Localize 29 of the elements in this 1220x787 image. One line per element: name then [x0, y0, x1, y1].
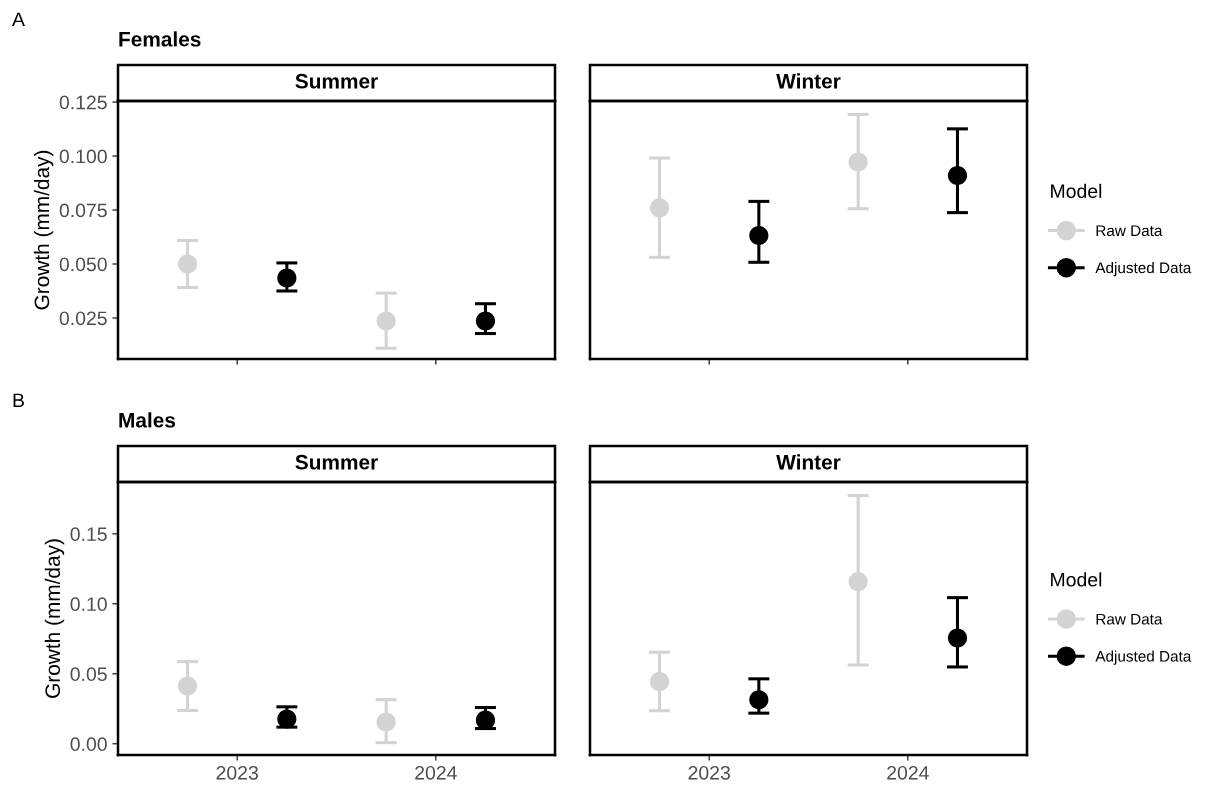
legend-label: Adjusted Data [1095, 650, 1192, 665]
chart-title: Winter [776, 73, 841, 89]
y-tick-label: 0.100 [59, 149, 107, 164]
text: Males [119, 412, 176, 428]
y-tick-label: 0.025 [59, 311, 107, 326]
y-tick-label: 0.125 [59, 95, 107, 110]
y-axis-title: Growth (mm/day) [44, 539, 65, 698]
legend-label: Raw Data [1096, 225, 1163, 237]
legend-label: Adjusted Data [1095, 261, 1192, 277]
text: A [12, 12, 25, 27]
y-tick-label: 0.15 [70, 527, 107, 542]
y-axis-title: Growth (mm/day) [33, 150, 54, 310]
text: Females [119, 31, 201, 47]
y-tick-label: 0.050 [59, 257, 107, 272]
y-tick-label: 0.075 [59, 203, 107, 218]
y-tick-label: 0.00 [70, 737, 107, 752]
y-tick-label: 0.10 [70, 597, 107, 612]
chart-title: Winter [776, 454, 841, 470]
x-tick-label: 2023 [216, 765, 258, 780]
legend-title: Model [1051, 572, 1102, 587]
x-tick-label: 2023 [688, 765, 730, 780]
text: B [13, 393, 24, 408]
legend-label: Raw Data [1096, 613, 1163, 625]
chart-title: Summer [295, 454, 378, 470]
x-tick-label: 2024 [415, 765, 457, 780]
chart-title: Summer [295, 73, 378, 89]
x-tick-label: 2024 [887, 765, 929, 780]
legend-title: Model [1051, 183, 1102, 199]
y-tick-label: 0.05 [70, 667, 107, 682]
